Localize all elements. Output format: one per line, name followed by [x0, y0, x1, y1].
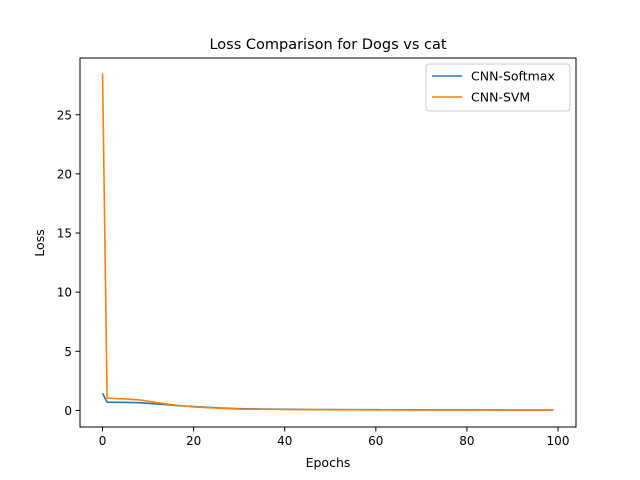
x-tick-label: 100	[547, 434, 570, 448]
y-axis-label: Loss	[32, 229, 47, 256]
y-tick-label: 0	[64, 404, 72, 418]
legend-label-cnn-svm: CNN-SVM	[471, 90, 530, 105]
y-tick-label: 25	[57, 108, 72, 122]
y-tick-label: 20	[57, 167, 72, 181]
x-axis-label: Epochs	[306, 455, 351, 470]
series-line-cnn-svm	[101, 73, 554, 411]
y-tick-label: 15	[57, 227, 72, 241]
chart-title: Loss Comparison for Dogs vs cat	[209, 37, 446, 53]
plot-frame	[79, 57, 577, 428]
y-tick-label: 10	[57, 286, 72, 300]
x-tick-label: 20	[186, 434, 201, 448]
y-tick-label: 5	[64, 345, 72, 359]
x-tick-label: 80	[459, 434, 474, 448]
x-tick-label: 60	[368, 434, 383, 448]
x-tick-label: 40	[277, 434, 292, 448]
legend-label-cnn-softmax: CNN-Softmax	[471, 69, 555, 84]
y-axis-ticks: 0 5 10 15 20 25	[57, 108, 80, 418]
series-group	[101, 73, 554, 411]
x-axis-ticks: 0 20 40 60 80 100	[99, 427, 570, 448]
legend: CNN-Softmax CNN-SVM	[425, 63, 571, 112]
x-tick-label: 0	[99, 434, 107, 448]
